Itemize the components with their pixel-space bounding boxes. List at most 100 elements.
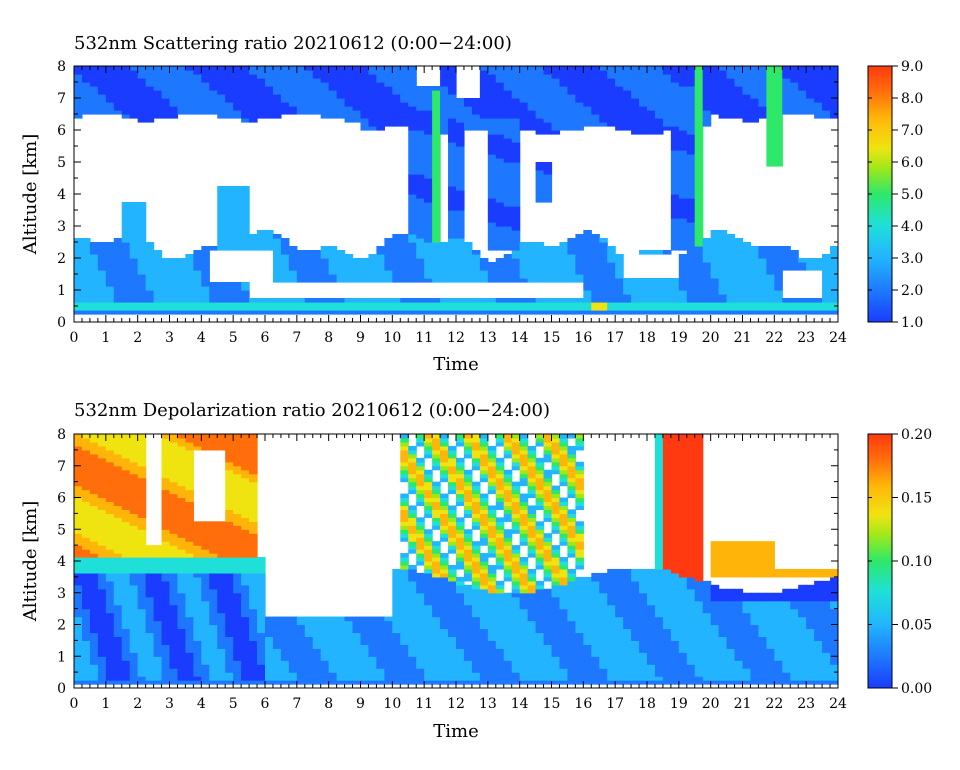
heatmap-cell bbox=[81, 493, 91, 499]
heatmap-cell bbox=[416, 226, 425, 231]
heatmap-cell bbox=[209, 576, 218, 582]
heatmap-cell bbox=[97, 469, 107, 475]
heatmap-cell bbox=[623, 310, 632, 315]
heatmap-cell bbox=[511, 262, 521, 267]
heatmap-cell bbox=[233, 294, 242, 299]
heatmap-cell bbox=[328, 302, 338, 307]
heatmap-cell bbox=[105, 106, 115, 111]
heatmap-cell bbox=[750, 98, 760, 103]
heatmap-cell bbox=[551, 302, 561, 307]
heatmap-cell bbox=[105, 541, 115, 546]
heatmap-cell bbox=[798, 78, 807, 83]
heatmap-cell bbox=[233, 501, 242, 507]
heatmap-cell bbox=[694, 250, 704, 255]
heatmap-cell bbox=[639, 114, 648, 119]
heatmap-cell bbox=[400, 242, 409, 247]
heatmap-cell bbox=[479, 310, 489, 315]
heatmap-cell bbox=[97, 250, 107, 255]
heatmap-cell bbox=[129, 501, 139, 507]
heatmap-cell bbox=[296, 278, 306, 283]
heatmap-cell bbox=[376, 262, 385, 267]
heatmap-cell bbox=[137, 469, 147, 475]
heatmap-cell bbox=[209, 584, 218, 590]
heatmap-cell bbox=[718, 246, 728, 251]
heatmap-cell bbox=[830, 70, 838, 75]
heatmap-cell bbox=[726, 250, 736, 255]
heatmap-cell bbox=[81, 290, 91, 295]
heatmap-cell bbox=[790, 78, 799, 83]
heatmap-cell bbox=[734, 294, 744, 299]
heatmap-cell bbox=[702, 74, 712, 79]
heatmap-cell bbox=[503, 254, 513, 259]
heatmap-cell bbox=[384, 246, 393, 251]
heatmap-cell bbox=[686, 298, 696, 303]
heatmap-cell bbox=[201, 262, 210, 267]
heatmap-cell bbox=[257, 110, 266, 115]
heatmap-cell bbox=[113, 102, 123, 107]
heatmap-cell bbox=[424, 174, 433, 179]
heatmap-cell bbox=[408, 274, 417, 279]
heatmap-cell bbox=[678, 182, 688, 187]
heatmap-cell bbox=[177, 676, 187, 681]
heatmap-cell bbox=[710, 78, 720, 83]
heatmap-cell bbox=[81, 632, 91, 638]
heatmap-cell bbox=[169, 453, 179, 459]
heatmap-cell bbox=[376, 78, 385, 83]
heatmap-cell bbox=[352, 78, 362, 83]
heatmap-cell bbox=[113, 664, 123, 669]
heatmap-cell bbox=[113, 660, 123, 665]
heatmap-cell bbox=[774, 118, 783, 123]
heatmap-cell bbox=[89, 106, 99, 111]
heatmap-cell bbox=[161, 549, 171, 554]
heatmap-cell bbox=[193, 286, 202, 291]
heatmap-cell bbox=[758, 286, 767, 291]
heatmap-cell bbox=[662, 102, 672, 107]
heatmap-cell bbox=[265, 246, 274, 251]
heatmap-cell bbox=[74, 82, 83, 87]
heatmap-cell bbox=[392, 98, 401, 103]
heatmap-cell bbox=[495, 214, 505, 219]
heatmap-cell bbox=[718, 82, 728, 87]
heatmap-cell bbox=[575, 234, 584, 239]
heatmap-cell bbox=[774, 250, 783, 255]
heatmap-cell bbox=[217, 608, 226, 614]
heatmap-cell bbox=[217, 190, 226, 195]
heatmap-cell bbox=[631, 78, 640, 83]
colorbar-tick-label: 5.0 bbox=[901, 187, 923, 203]
heatmap-cell bbox=[662, 290, 672, 295]
heatmap-cell bbox=[185, 441, 194, 447]
heatmap-cell bbox=[81, 461, 91, 467]
heatmap-cell bbox=[185, 533, 194, 538]
heatmap-cell bbox=[495, 238, 505, 243]
heatmap-cell bbox=[74, 110, 83, 115]
heatmap-cell bbox=[456, 214, 465, 219]
heatmap-cell bbox=[185, 624, 194, 630]
heatmap-cell bbox=[225, 521, 234, 526]
heatmap-cell bbox=[121, 541, 131, 546]
heatmap-cell bbox=[662, 94, 672, 99]
heatmap-cell bbox=[400, 74, 409, 79]
heatmap-cell bbox=[129, 600, 139, 606]
heatmap-cell bbox=[766, 110, 775, 115]
heatmap-cell bbox=[583, 266, 592, 271]
heatmap-cell bbox=[233, 509, 242, 514]
heatmap-cell bbox=[89, 497, 99, 503]
heatmap-cell bbox=[201, 561, 210, 566]
heatmap-cell bbox=[551, 74, 561, 79]
heatmap-cell bbox=[89, 628, 99, 634]
heatmap-cell bbox=[527, 242, 537, 247]
heatmap-cell bbox=[639, 106, 648, 111]
heatmap-cell bbox=[105, 616, 115, 622]
heatmap-cell bbox=[734, 114, 744, 119]
heatmap-cell bbox=[432, 158, 441, 163]
heatmap-cell bbox=[830, 274, 838, 279]
heatmap-cell bbox=[177, 274, 187, 279]
heatmap-cell bbox=[185, 592, 194, 598]
heatmap-cell bbox=[440, 90, 449, 95]
heatmap-cell bbox=[280, 266, 290, 271]
heatmap-cell bbox=[74, 580, 83, 586]
heatmap-cell bbox=[487, 166, 497, 171]
heatmap-cell bbox=[113, 529, 123, 534]
heatmap-cell bbox=[416, 138, 425, 143]
heatmap-cell bbox=[74, 529, 83, 534]
